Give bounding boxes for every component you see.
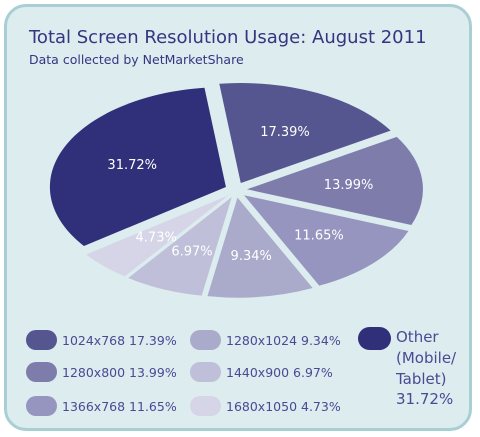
legend-item-1280x800: 1280x800 13.99% [26,362,177,382]
legend-item-1280x1024: 1280x1024 9.34% [190,330,341,350]
chart-title: Total Screen Resolution Usage: August 20… [29,27,427,48]
slice-value-label: 31.72% [107,158,157,173]
legend-item-1366x768: 1366x768 11.65% [26,396,177,416]
slice-value-label: 11.65% [294,229,344,244]
legend-other-line: Other [396,328,439,346]
pie-slice [128,197,232,296]
legend-other-line: Tablet) [396,370,447,388]
chart-subtitle: Data collected by NetMarketShare [29,52,244,67]
slice-value-label: 6.97% [171,245,212,260]
pie-slice [207,197,313,298]
legend-label: 1280x800 13.99% [62,364,177,380]
slice-value-label: 13.99% [324,178,374,193]
legend-swatch [26,362,57,382]
slice-value-label: 17.39% [260,125,310,140]
legend-item-1024x768: 1024x768 17.39% [26,330,177,350]
pie-slice [244,195,409,286]
legend-swatch [190,396,221,416]
slice-value-label: 9.34% [231,249,272,264]
legend-label: 1680x1050 4.73% [226,398,341,414]
pie-slice [246,136,423,226]
legend-swatch [26,396,57,416]
pie-slice [49,87,226,247]
pie-slice [86,195,229,277]
legend-item-1680x1050: 1680x1050 4.73% [190,396,341,416]
legend-label: 1280x1024 9.34% [226,332,341,348]
legend-other-line: (Mobile/ [396,349,457,367]
slice-value-label: 4.73% [136,231,177,246]
legend-other-label: Other (Mobile/ Tablet) [396,327,456,390]
legend-label: 1024x768 17.39% [62,332,177,348]
legend-item-1440x900: 1440x900 6.97% [190,362,333,382]
legend-swatch [190,330,221,350]
pie-slice [219,83,391,184]
legend-swatch [26,330,57,350]
legend-swatch [358,327,391,350]
legend-label: 1366x768 11.65% [62,398,177,414]
legend-swatch [190,362,221,382]
legend-other-value: 31.72% [396,390,454,408]
legend-label: 1440x900 6.97% [226,364,333,380]
